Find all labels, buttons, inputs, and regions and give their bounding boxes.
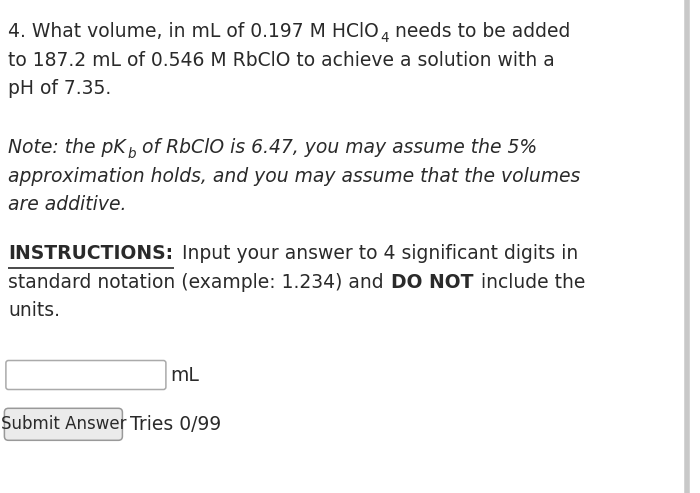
Text: pH of 7.35.: pH of 7.35. bbox=[8, 79, 112, 99]
Text: standard notation (example: 1.234) and: standard notation (example: 1.234) and bbox=[8, 273, 390, 292]
Text: Note: the pK: Note: the pK bbox=[8, 138, 126, 157]
Text: 4: 4 bbox=[380, 31, 389, 45]
Text: to 187.2 mL of 0.546 M RbClO to achieve a solution with a: to 187.2 mL of 0.546 M RbClO to achieve … bbox=[8, 51, 555, 70]
Text: b: b bbox=[127, 147, 136, 161]
Text: needs to be added: needs to be added bbox=[389, 22, 570, 41]
Text: mL: mL bbox=[170, 365, 199, 385]
Text: Input your answer to 4 significant digits in: Input your answer to 4 significant digit… bbox=[176, 244, 578, 263]
Text: of RbClO is 6.47, you may assume the 5%: of RbClO is 6.47, you may assume the 5% bbox=[136, 138, 537, 157]
FancyBboxPatch shape bbox=[6, 360, 166, 389]
Text: 4. What volume, in mL of 0.197 M HClO: 4. What volume, in mL of 0.197 M HClO bbox=[8, 22, 379, 41]
Text: are additive.: are additive. bbox=[8, 195, 127, 214]
Text: DO NOT: DO NOT bbox=[391, 273, 473, 292]
Text: include the: include the bbox=[475, 273, 585, 292]
Text: Submit Answer: Submit Answer bbox=[1, 415, 126, 433]
Text: units.: units. bbox=[8, 301, 60, 320]
Text: Tries 0/99: Tries 0/99 bbox=[130, 415, 222, 434]
Text: INSTRUCTIONS:: INSTRUCTIONS: bbox=[8, 244, 174, 263]
Text: approximation holds, and you may assume that the volumes: approximation holds, and you may assume … bbox=[8, 167, 581, 186]
FancyBboxPatch shape bbox=[4, 408, 122, 440]
